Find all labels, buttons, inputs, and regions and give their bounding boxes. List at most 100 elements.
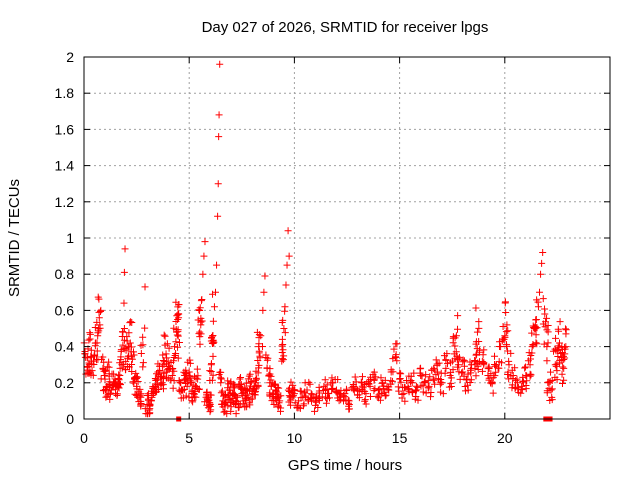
chart-title: Day 027 of 2026, SRMTID for receiver lpg… (202, 19, 489, 36)
data-point (382, 391, 390, 399)
data-point (422, 371, 430, 379)
data-point (114, 375, 122, 383)
data-point (169, 364, 177, 372)
data-point (175, 338, 183, 346)
data-point (466, 366, 474, 374)
data-point (419, 388, 427, 396)
data-point (546, 378, 554, 386)
data-point (118, 364, 126, 372)
data-point (384, 385, 392, 393)
data-point (478, 358, 486, 366)
data-point (352, 384, 360, 392)
data-point (475, 348, 483, 356)
data-point (119, 341, 127, 349)
data-point (370, 376, 378, 384)
data-point (126, 339, 134, 347)
data-point (544, 339, 552, 347)
data-point (174, 332, 182, 340)
data-point (536, 288, 544, 296)
y-tick-label: 0 (66, 411, 74, 427)
data-point (264, 354, 272, 362)
data-point (339, 391, 347, 399)
data-point (122, 366, 130, 374)
data-point (204, 393, 212, 401)
data-point (128, 361, 136, 369)
data-point (475, 318, 483, 326)
data-point (485, 363, 493, 371)
data-point (193, 384, 201, 392)
data-point (101, 386, 109, 394)
data-point (281, 303, 289, 311)
data-point (197, 321, 205, 329)
data-point (547, 368, 555, 376)
data-point (221, 397, 229, 405)
data-point (88, 367, 96, 375)
data-point (332, 388, 340, 396)
data-point (279, 356, 287, 364)
data-point (255, 361, 263, 369)
data-point (192, 393, 200, 401)
data-point (479, 351, 487, 359)
data-point (90, 352, 98, 360)
data-point (198, 317, 206, 325)
data-point (351, 373, 359, 381)
data-point (163, 354, 171, 362)
data-point (218, 375, 226, 383)
data-point (265, 371, 273, 379)
data-point (178, 386, 186, 394)
data-point (105, 358, 113, 366)
data-point (372, 373, 380, 381)
data-point (212, 288, 219, 296)
data-point (314, 403, 322, 411)
data-point (271, 381, 279, 389)
data-point (522, 381, 530, 389)
data-point (259, 306, 267, 314)
data-point (93, 339, 101, 347)
data-point (195, 306, 203, 314)
data-point (416, 365, 424, 373)
data-point (491, 361, 499, 369)
data-point (206, 367, 214, 375)
data-point (397, 378, 405, 386)
data-point (192, 383, 200, 391)
data-point (153, 380, 161, 388)
data-point (137, 341, 145, 349)
data-point (196, 307, 204, 315)
data-point (127, 348, 135, 356)
data-point (558, 370, 566, 378)
data-point (293, 402, 301, 410)
data-point (420, 378, 428, 386)
data-point (120, 325, 128, 333)
data-point (533, 340, 541, 348)
data-point (475, 338, 483, 346)
data-point (267, 382, 275, 390)
data-point (218, 387, 226, 395)
data-point (196, 340, 204, 348)
data-point (190, 390, 198, 398)
data-point (248, 395, 256, 403)
data-point (355, 394, 363, 402)
data-point (137, 349, 145, 357)
data-point (447, 379, 455, 387)
data-point (285, 252, 293, 260)
data-point (314, 395, 322, 403)
data-point (345, 401, 353, 409)
data-point (404, 386, 412, 394)
data-point (473, 328, 481, 336)
data-point (301, 379, 309, 387)
data-point (128, 367, 136, 375)
data-point (548, 393, 556, 401)
data-point (120, 268, 128, 276)
data-point (136, 393, 144, 401)
data-point (132, 375, 140, 383)
data-point (478, 367, 486, 375)
data-point (561, 345, 569, 353)
data-point (214, 212, 222, 220)
data-point (554, 325, 562, 333)
data-point (432, 356, 440, 364)
data-point (170, 324, 178, 332)
data-point (454, 312, 462, 320)
data-point (206, 402, 214, 410)
data-point (85, 336, 93, 344)
data-point (137, 402, 145, 410)
